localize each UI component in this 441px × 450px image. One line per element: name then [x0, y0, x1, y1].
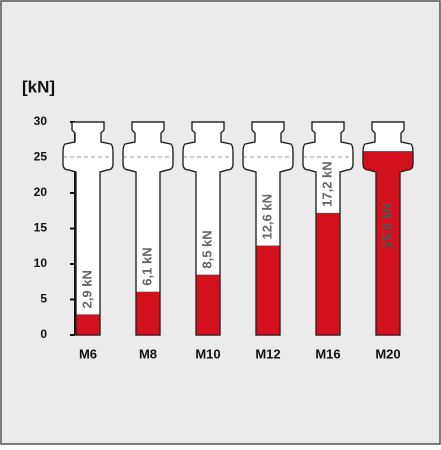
x-tick-label: M16 — [315, 346, 340, 361]
y-tick-label: 5 — [40, 292, 47, 306]
value-label: 25,9 kN — [379, 202, 394, 248]
y-tick-label: 25 — [34, 150, 48, 164]
y-tick-label: 15 — [34, 221, 48, 235]
bolt-outline — [362, 121, 414, 336]
x-tick-label: M8 — [139, 346, 157, 361]
value-label: 2,9 kN — [79, 270, 94, 308]
value-label: 12,6 kN — [259, 194, 274, 240]
y-tick-label: 30 — [34, 114, 48, 128]
value-label: 17,2 kN — [319, 161, 334, 207]
bolt-outline — [122, 121, 174, 336]
x-tick-label: M12 — [255, 346, 280, 361]
bolt-outline — [302, 121, 354, 336]
bolt-outline — [182, 121, 234, 336]
value-label: 6,1 kN — [139, 247, 154, 285]
y-tick-label: 0 — [40, 327, 47, 341]
x-tick-label: M20 — [375, 346, 400, 361]
x-tick-label: M6 — [79, 346, 97, 361]
value-label: 8,5 kN — [199, 230, 214, 268]
x-tick-label: M10 — [195, 346, 220, 361]
y-tick-label: 10 — [34, 256, 48, 270]
bolt-outline — [62, 121, 114, 336]
bolt-outline — [242, 121, 294, 336]
y-tick-label: 20 — [34, 185, 48, 199]
y-axis-label: [kN] — [22, 77, 55, 96]
